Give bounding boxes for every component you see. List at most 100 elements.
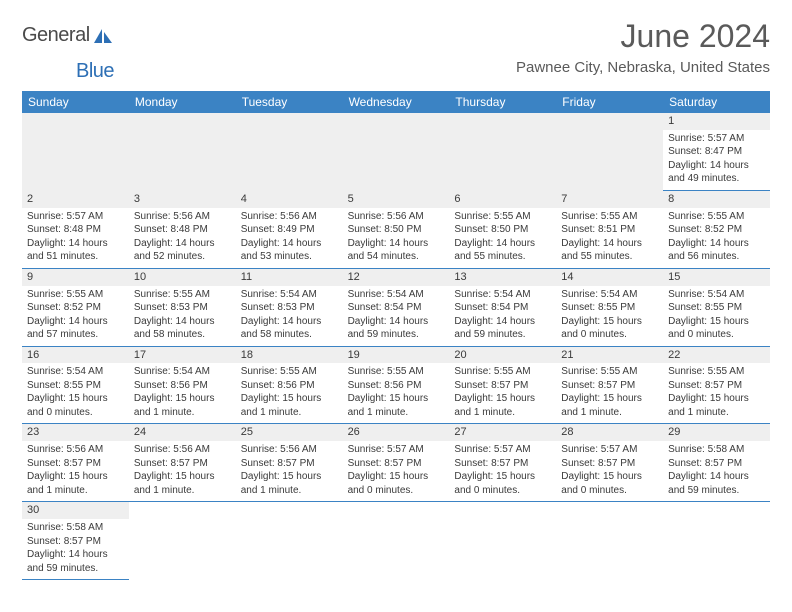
day-daylight1: Daylight: 14 hours xyxy=(454,237,551,251)
day-cell: 26Sunrise: 5:57 AMSunset: 8:57 PMDayligh… xyxy=(343,424,450,502)
day-daylight2: and 0 minutes. xyxy=(668,328,765,342)
day-number: 22 xyxy=(668,349,680,361)
day-number-row: 4 xyxy=(236,191,343,208)
day-sunset: Sunset: 8:49 PM xyxy=(241,223,338,237)
day-daylight1: Daylight: 14 hours xyxy=(348,237,445,251)
day-daylight2: and 0 minutes. xyxy=(561,328,658,342)
logo-text-general: General xyxy=(22,24,90,47)
logo-text-blue: Blue xyxy=(76,60,114,82)
day-number-row: 8 xyxy=(663,191,770,208)
day-cell xyxy=(449,502,556,580)
day-sunset: Sunset: 8:50 PM xyxy=(348,223,445,237)
day-daylight1: Daylight: 14 hours xyxy=(27,237,124,251)
day-sunset: Sunset: 8:55 PM xyxy=(668,301,765,315)
day-number-row: 22 xyxy=(663,347,770,364)
day-number: 3 xyxy=(134,193,140,205)
day-daylight2: and 1 minute. xyxy=(561,406,658,420)
day-number: 7 xyxy=(561,193,567,205)
day-sunset: Sunset: 8:57 PM xyxy=(27,535,124,549)
day-sunrise: Sunrise: 5:57 AM xyxy=(668,132,765,146)
day-daylight2: and 0 minutes. xyxy=(561,484,658,498)
day-sunset: Sunset: 8:51 PM xyxy=(561,223,658,237)
day-cell: 10Sunrise: 5:55 AMSunset: 8:53 PMDayligh… xyxy=(129,269,236,347)
day-sunset: Sunset: 8:56 PM xyxy=(348,379,445,393)
day-daylight1: Daylight: 15 hours xyxy=(241,470,338,484)
day-number: 2 xyxy=(27,193,33,205)
day-daylight2: and 59 minutes. xyxy=(668,484,765,498)
day-sunrise: Sunrise: 5:55 AM xyxy=(668,365,765,379)
day-daylight1: Daylight: 15 hours xyxy=(668,315,765,329)
day-number: 15 xyxy=(668,271,680,283)
day-sunset: Sunset: 8:57 PM xyxy=(134,457,231,471)
logo: General xyxy=(22,24,116,47)
day-cell xyxy=(663,502,770,580)
day-cell: 8Sunrise: 5:55 AMSunset: 8:52 PMDaylight… xyxy=(663,191,770,269)
day-sunrise: Sunrise: 5:56 AM xyxy=(348,210,445,224)
day-sunrise: Sunrise: 5:54 AM xyxy=(668,288,765,302)
day-sunrise: Sunrise: 5:55 AM xyxy=(27,288,124,302)
day-sunset: Sunset: 8:48 PM xyxy=(134,223,231,237)
day-number-row: 3 xyxy=(129,191,236,208)
day-daylight2: and 1 minute. xyxy=(668,406,765,420)
day-number: 21 xyxy=(561,349,573,361)
title-block: June 2024 Pawnee City, Nebraska, United … xyxy=(516,18,770,76)
day-daylight1: Daylight: 15 hours xyxy=(561,392,658,406)
day-cell: 21Sunrise: 5:55 AMSunset: 8:57 PMDayligh… xyxy=(556,347,663,425)
day-cell xyxy=(129,113,236,191)
day-daylight2: and 59 minutes. xyxy=(454,328,551,342)
day-number: 25 xyxy=(241,426,253,438)
day-number: 23 xyxy=(27,426,39,438)
day-daylight1: Daylight: 14 hours xyxy=(668,470,765,484)
day-cell: 12Sunrise: 5:54 AMSunset: 8:54 PMDayligh… xyxy=(343,269,450,347)
day-number-row: 16 xyxy=(22,347,129,364)
day-sunrise: Sunrise: 5:56 AM xyxy=(134,210,231,224)
days-grid: 1Sunrise: 5:57 AMSunset: 8:47 PMDaylight… xyxy=(22,113,770,580)
day-cell: 29Sunrise: 5:58 AMSunset: 8:57 PMDayligh… xyxy=(663,424,770,502)
day-number-row: 6 xyxy=(449,191,556,208)
day-cell: 23Sunrise: 5:56 AMSunset: 8:57 PMDayligh… xyxy=(22,424,129,502)
day-daylight2: and 49 minutes. xyxy=(668,172,765,186)
day-number: 27 xyxy=(454,426,466,438)
day-number-row: 17 xyxy=(129,347,236,364)
day-number-row: 18 xyxy=(236,347,343,364)
day-daylight2: and 57 minutes. xyxy=(27,328,124,342)
sail-icon xyxy=(92,27,116,45)
day-number-row: 20 xyxy=(449,347,556,364)
day-number-row: 2 xyxy=(22,191,129,208)
calendar: Sunday Monday Tuesday Wednesday Thursday… xyxy=(22,91,770,580)
day-sunset: Sunset: 8:57 PM xyxy=(348,457,445,471)
day-daylight2: and 51 minutes. xyxy=(27,250,124,264)
day-number: 6 xyxy=(454,193,460,205)
day-sunrise: Sunrise: 5:55 AM xyxy=(454,210,551,224)
day-cell: 4Sunrise: 5:56 AMSunset: 8:49 PMDaylight… xyxy=(236,191,343,269)
day-daylight1: Daylight: 14 hours xyxy=(27,548,124,562)
day-sunrise: Sunrise: 5:55 AM xyxy=(561,210,658,224)
day-number-row: 21 xyxy=(556,347,663,364)
day-sunrise: Sunrise: 5:54 AM xyxy=(134,365,231,379)
day-daylight2: and 1 minute. xyxy=(454,406,551,420)
day-number-row: 9 xyxy=(22,269,129,286)
weekday-header: Monday xyxy=(129,91,236,113)
day-sunrise: Sunrise: 5:57 AM xyxy=(27,210,124,224)
day-number-row: 12 xyxy=(343,269,450,286)
day-number: 8 xyxy=(668,193,674,205)
day-cell: 3Sunrise: 5:56 AMSunset: 8:48 PMDaylight… xyxy=(129,191,236,269)
day-sunset: Sunset: 8:56 PM xyxy=(241,379,338,393)
day-daylight2: and 59 minutes. xyxy=(348,328,445,342)
day-sunset: Sunset: 8:54 PM xyxy=(454,301,551,315)
day-sunset: Sunset: 8:52 PM xyxy=(668,223,765,237)
weekday-header: Tuesday xyxy=(236,91,343,113)
day-daylight2: and 55 minutes. xyxy=(454,250,551,264)
day-cell: 11Sunrise: 5:54 AMSunset: 8:53 PMDayligh… xyxy=(236,269,343,347)
day-sunrise: Sunrise: 5:55 AM xyxy=(134,288,231,302)
weekday-header: Sunday xyxy=(22,91,129,113)
day-cell: 15 Sunrise: 5:54 AMSunset: 8:55 PMDayligh… xyxy=(663,269,770,347)
day-cell: 17Sunrise: 5:54 AMSunset: 8:56 PMDayligh… xyxy=(129,347,236,425)
day-daylight1: Daylight: 15 hours xyxy=(348,470,445,484)
day-sunrise: Sunrise: 5:54 AM xyxy=(348,288,445,302)
day-daylight2: and 1 minute. xyxy=(348,406,445,420)
day-number-row: 1 xyxy=(663,113,770,130)
day-sunset: Sunset: 8:56 PM xyxy=(134,379,231,393)
day-daylight1: Daylight: 14 hours xyxy=(241,315,338,329)
day-sunrise: Sunrise: 5:56 AM xyxy=(241,443,338,457)
